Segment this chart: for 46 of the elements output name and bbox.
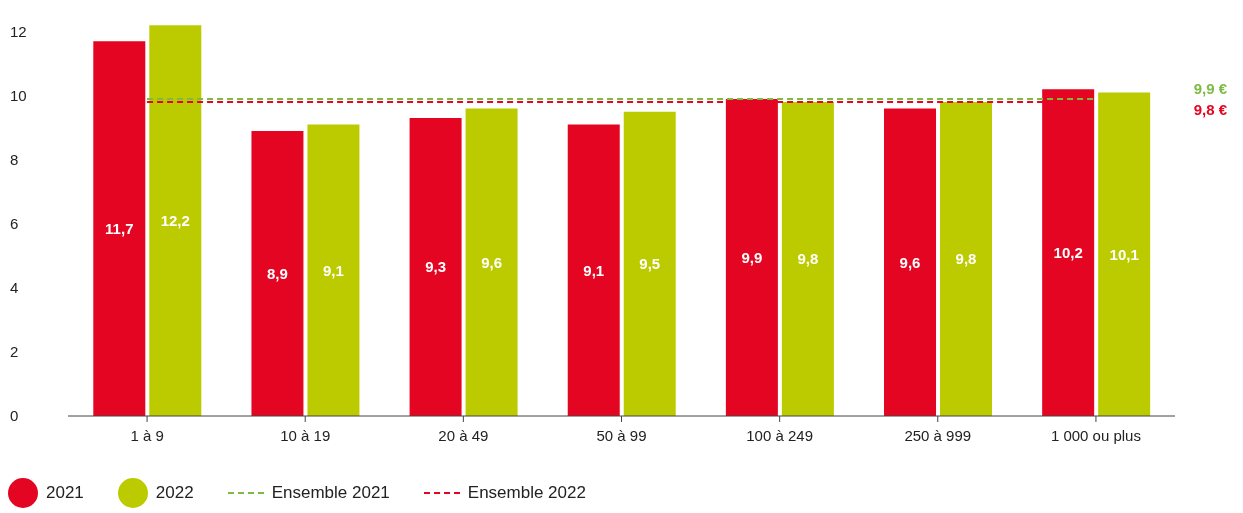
y-tick-label: 2 bbox=[10, 343, 19, 361]
x-tick-label: 100 à 249 bbox=[746, 426, 814, 444]
text: 9,9 € bbox=[1193, 79, 1228, 97]
data-label: 12,2 bbox=[160, 211, 190, 229]
bar bbox=[781, 102, 834, 416]
data-label: 11,7 bbox=[105, 219, 134, 237]
bar bbox=[940, 102, 993, 416]
text: 9,8 € bbox=[1193, 101, 1228, 119]
bar bbox=[884, 108, 937, 416]
x-tick-label: 250 à 999 bbox=[904, 426, 972, 444]
x-tick-label: 1 000 ou plus bbox=[1050, 426, 1141, 444]
x-tick-label: 50 à 99 bbox=[596, 426, 647, 444]
data-label: 9,6 bbox=[481, 253, 503, 271]
bar bbox=[567, 124, 620, 416]
data-label: 9,8 bbox=[797, 250, 819, 268]
data-label: 10,2 bbox=[1053, 243, 1083, 261]
bar bbox=[1098, 92, 1151, 416]
bar bbox=[93, 41, 146, 416]
legend-label: Ensemble 2021 bbox=[271, 483, 390, 503]
bar bbox=[149, 25, 202, 416]
x-tick-label: 10 à 19 bbox=[280, 426, 331, 444]
data-label: 8,9 bbox=[267, 264, 288, 282]
y-tick-label: 10 bbox=[10, 87, 27, 104]
legend-label: Ensemble 2022 bbox=[467, 483, 586, 503]
y-tick-label: 0 bbox=[10, 407, 19, 425]
bar bbox=[465, 108, 518, 416]
x-tick-label: 1 à 9 bbox=[130, 426, 164, 444]
bar bbox=[307, 124, 360, 416]
y-tick-label: 6 bbox=[10, 215, 19, 233]
y-tick-label: 8 bbox=[10, 151, 19, 169]
y-tick-label: 4 bbox=[10, 279, 19, 297]
data-label: 9,3 bbox=[425, 258, 447, 276]
y-tick-label: 12 bbox=[10, 22, 27, 40]
data-label: 9,9 bbox=[741, 248, 763, 266]
data-label: 9,6 bbox=[899, 253, 921, 271]
data-label: 9,1 bbox=[583, 261, 605, 279]
data-label: 9,5 bbox=[639, 255, 661, 273]
bar bbox=[623, 111, 676, 416]
data-label: 10,1 bbox=[1109, 245, 1139, 263]
data-label: 9,1 bbox=[323, 261, 344, 279]
bar bbox=[251, 130, 304, 416]
x-tick-label: 20 à 49 bbox=[438, 426, 489, 444]
legend-label: 2022 bbox=[155, 483, 194, 503]
data-label: 9,8 bbox=[955, 250, 977, 268]
legend-label: 2021 bbox=[46, 483, 84, 503]
bar bbox=[409, 118, 462, 416]
